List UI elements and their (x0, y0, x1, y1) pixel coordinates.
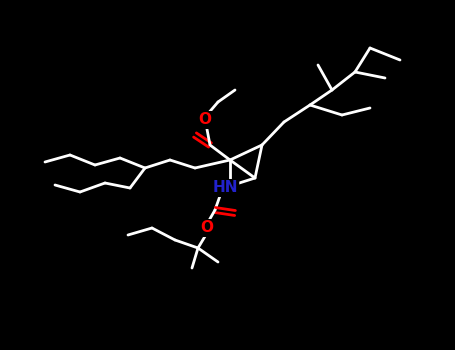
Text: HN: HN (212, 181, 238, 196)
Text: O: O (201, 220, 213, 236)
Text: O: O (198, 112, 212, 127)
